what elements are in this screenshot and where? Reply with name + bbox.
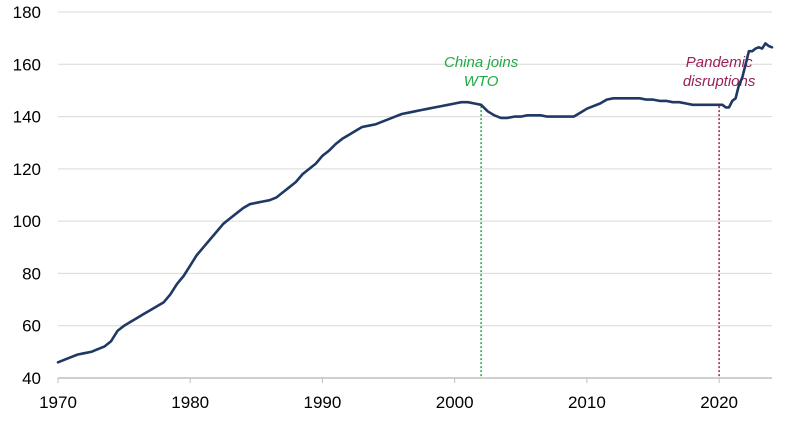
y-tick-label: 60: [22, 317, 41, 336]
x-tick-label: 2020: [700, 393, 738, 412]
y-tick-label: 140: [13, 108, 41, 127]
x-tick-label: 2000: [436, 393, 474, 412]
y-tick-label: 100: [13, 212, 41, 231]
x-tick-label: 1970: [39, 393, 77, 412]
y-tick-label: 160: [13, 55, 41, 74]
annotation-label: Pandemic: [686, 54, 753, 71]
annotation-label: WTO: [464, 73, 499, 90]
annotation-label: China joins: [444, 54, 519, 71]
annotation-label: disruptions: [683, 73, 756, 90]
series-line: [56, 42, 774, 364]
y-tick-label: 80: [22, 264, 41, 283]
y-tick-label: 120: [13, 160, 41, 179]
y-tick-label: 180: [13, 3, 41, 22]
x-tick-label: 2010: [568, 393, 606, 412]
x-tick-label: 1980: [171, 393, 209, 412]
y-tick-label: 40: [22, 369, 41, 388]
x-tick-label: 1990: [304, 393, 342, 412]
